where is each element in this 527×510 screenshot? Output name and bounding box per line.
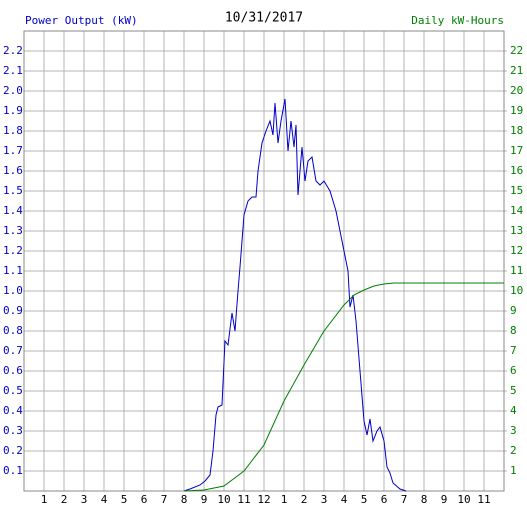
y2-tick-label: 9	[510, 304, 517, 317]
x-tick-label: 12	[257, 493, 270, 506]
x-tick-label: 4	[341, 493, 348, 506]
y-tick-label: 1.2	[3, 244, 23, 257]
chart-title: 10/31/2017	[225, 11, 303, 26]
x-tick-label: 9	[441, 493, 448, 506]
x-tick-label: 3	[81, 493, 88, 506]
y2-tick-label: 6	[510, 364, 517, 377]
y-tick-label: 2.0	[3, 84, 23, 97]
y-tick-label: 0.9	[3, 304, 23, 317]
x-tick-label: 10	[217, 493, 230, 506]
y2-tick-label: 19	[510, 104, 523, 117]
plot-frame	[23, 30, 505, 492]
y2-tick-label: 8	[510, 324, 517, 337]
x-tick-label: 7	[401, 493, 408, 506]
y2-tick-label: 20	[510, 84, 523, 97]
y-tick-label: 1.0	[3, 284, 23, 297]
x-tick-label: 1	[281, 493, 288, 506]
x-tick-label: 7	[161, 493, 168, 506]
y-tick-label: 0.1	[3, 464, 23, 477]
x-tick-label: 8	[181, 493, 188, 506]
left-axis-title: Power Output (kW)	[25, 14, 138, 27]
series-line	[183, 282, 504, 492]
y2-tick-label: 17	[510, 144, 523, 157]
x-tick-label: 11	[237, 493, 250, 506]
x-tick-label: 8	[421, 493, 428, 506]
y-tick-label: 0.3	[3, 424, 23, 437]
y2-tick-label: 10	[510, 284, 523, 297]
y2-tick-label: 7	[510, 344, 517, 357]
x-tick-label: 4	[101, 493, 108, 506]
right-axis-title: Daily kW-Hours	[411, 14, 504, 27]
x-tick-label: 6	[381, 493, 388, 506]
x-tick-label: 3	[321, 493, 328, 506]
x-tick-label: 10	[457, 493, 470, 506]
x-tick-label: 11	[477, 493, 490, 506]
y-tick-label: 2.1	[3, 64, 23, 77]
y-tick-label: 2.2	[3, 44, 23, 57]
series-line	[183, 98, 407, 492]
y-tick-label: 1.3	[3, 224, 23, 237]
x-tick-label: 1	[41, 493, 48, 506]
y-tick-label: 0.5	[3, 384, 23, 397]
y2-tick-label: 13	[510, 224, 523, 237]
y-tick-label: 0.2	[3, 444, 23, 457]
y2-tick-label: 18	[510, 124, 523, 137]
y-tick-label: 1.6	[3, 164, 23, 177]
y2-tick-label: 21	[510, 64, 523, 77]
y-tick-label: 1.9	[3, 104, 23, 117]
y2-tick-label: 11	[510, 264, 523, 277]
y-tick-label: 1.1	[3, 264, 23, 277]
x-tick-label: 5	[121, 493, 128, 506]
y-tick-label: 0.7	[3, 344, 23, 357]
y-tick-label: 0.8	[3, 324, 23, 337]
y2-tick-label: 5	[510, 384, 517, 397]
y2-tick-label: 3	[510, 424, 517, 437]
y-tick-label: 0.6	[3, 364, 23, 377]
y2-tick-label: 22	[510, 44, 523, 57]
y2-tick-label: 15	[510, 184, 523, 197]
x-tick-label: 6	[141, 493, 148, 506]
y2-tick-label: 14	[510, 204, 524, 217]
y2-tick-label: 2	[510, 444, 517, 457]
x-tick-label: 2	[301, 493, 308, 506]
x-tick-label: 5	[361, 493, 368, 506]
x-tick-label: 9	[201, 493, 208, 506]
y-tick-label: 1.5	[3, 184, 23, 197]
y-tick-label: 1.4	[3, 204, 23, 217]
y2-tick-label: 1	[510, 464, 517, 477]
y-tick-label: 1.7	[3, 144, 23, 157]
y-tick-label: 1.8	[3, 124, 23, 137]
y2-tick-label: 12	[510, 244, 523, 257]
x-tick-label: 2	[61, 493, 68, 506]
y2-tick-label: 4	[510, 404, 517, 417]
y-tick-label: 0.4	[3, 404, 23, 417]
y2-tick-label: 16	[510, 164, 523, 177]
